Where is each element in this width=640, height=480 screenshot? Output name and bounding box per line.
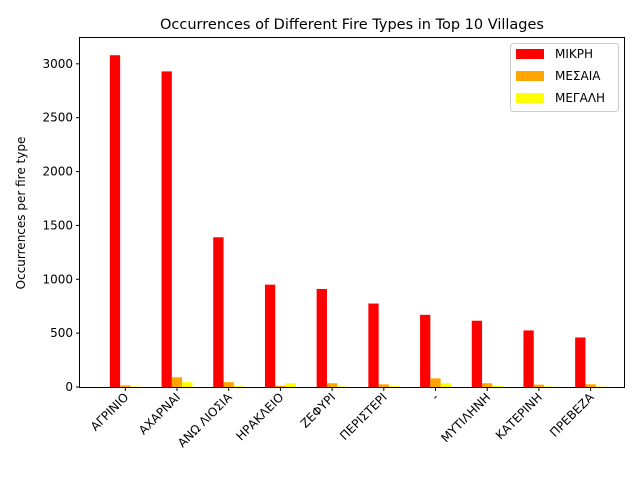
plot-frame (79, 37, 625, 388)
y-axis-label: Occurrences per fire type (14, 137, 28, 290)
bar-2-6 (378, 384, 389, 387)
chart-title: Occurrences of Different Fire Types in T… (160, 17, 544, 33)
bar-1-4 (264, 284, 276, 387)
x-tick-label-7: - (429, 390, 442, 403)
legend-label-1: ΜΙΚΡΗ (555, 47, 593, 61)
legend-swatch-2 (516, 71, 544, 81)
legend-swatch-3 (516, 93, 544, 103)
y-tick-label-4: 1500 (42, 218, 73, 232)
bar-3-4 (285, 383, 296, 387)
bar-1-1 (109, 55, 121, 387)
bars-group (109, 55, 607, 387)
bar-1-9 (523, 330, 534, 387)
y-tick-label-6: 2500 (42, 111, 73, 125)
bar-2-5 (326, 383, 338, 387)
bar-3-6 (388, 386, 400, 387)
bar-3-9 (544, 386, 555, 387)
x-tick-label-3: ΑΝΩ ΛΙΟΣΙΑ (175, 390, 235, 450)
y-axis: 0 500 1000 1500 2000 2500 3000 (42, 57, 80, 394)
bar-1-6 (368, 303, 379, 387)
legend: ΜΙΚΡΗ ΜΕΣΑΙΑ ΜΕΓΑΛΗ (510, 43, 619, 112)
bar-1-2 (161, 71, 172, 387)
y-tick-label-1: 0 (65, 380, 73, 394)
bar-1-7 (420, 314, 431, 387)
bar-3-1 (130, 386, 141, 387)
legend-label-2: ΜΕΣΑΙΑ (555, 69, 601, 83)
y-tick-label-7: 3000 (42, 57, 73, 71)
bar-2-9 (533, 384, 545, 387)
y-tick-label-5: 2000 (42, 165, 73, 179)
bar-2-2 (171, 377, 183, 387)
x-tick-label-5: ΖΕΦΥΡΙ (298, 390, 339, 431)
bar-3-3 (233, 386, 245, 387)
bar-2-10 (585, 384, 596, 387)
bar-3-10 (595, 386, 607, 387)
bar-2-7 (430, 378, 441, 387)
x-tick-label-6: ΠΕΡΙΣΤΕΡΙ (337, 390, 390, 443)
x-tick-label-9: ΚΑΤΕΡΙΝΗ (493, 390, 545, 442)
bar-2-8 (482, 383, 493, 387)
x-tick-label-4: ΗΡΑΚΛΕΙΟ (233, 390, 286, 443)
bar-2-4 (275, 385, 286, 387)
bar-1-5 (316, 288, 327, 387)
legend-swatch-1 (516, 49, 544, 59)
bar-2-3 (223, 382, 234, 387)
bar-3-7 (440, 383, 451, 387)
bar-1-8 (471, 320, 483, 387)
bar-3-8 (492, 385, 503, 387)
x-tick-label-1: ΑΓΡΙΝΙΟ (88, 390, 132, 434)
x-tick-label-10: ΠΡΕΒΕΖΑ (547, 390, 597, 440)
bar-1-10 (575, 337, 586, 387)
bar-2-1 (120, 385, 131, 387)
y-tick-label-2: 500 (50, 326, 73, 340)
bar-1-3 (213, 237, 224, 387)
y-tick-label-3: 1000 (42, 272, 73, 286)
legend-label-3: ΜΕΓΑΛΗ (555, 91, 605, 105)
bar-3-5 (337, 386, 348, 387)
x-tick-label-8: ΜΥΤΙΛΗΝΗ (438, 390, 493, 445)
bar-3-2 (182, 382, 193, 387)
x-tick-label-2: ΑΧΑΡΝΑΙ (136, 390, 183, 437)
